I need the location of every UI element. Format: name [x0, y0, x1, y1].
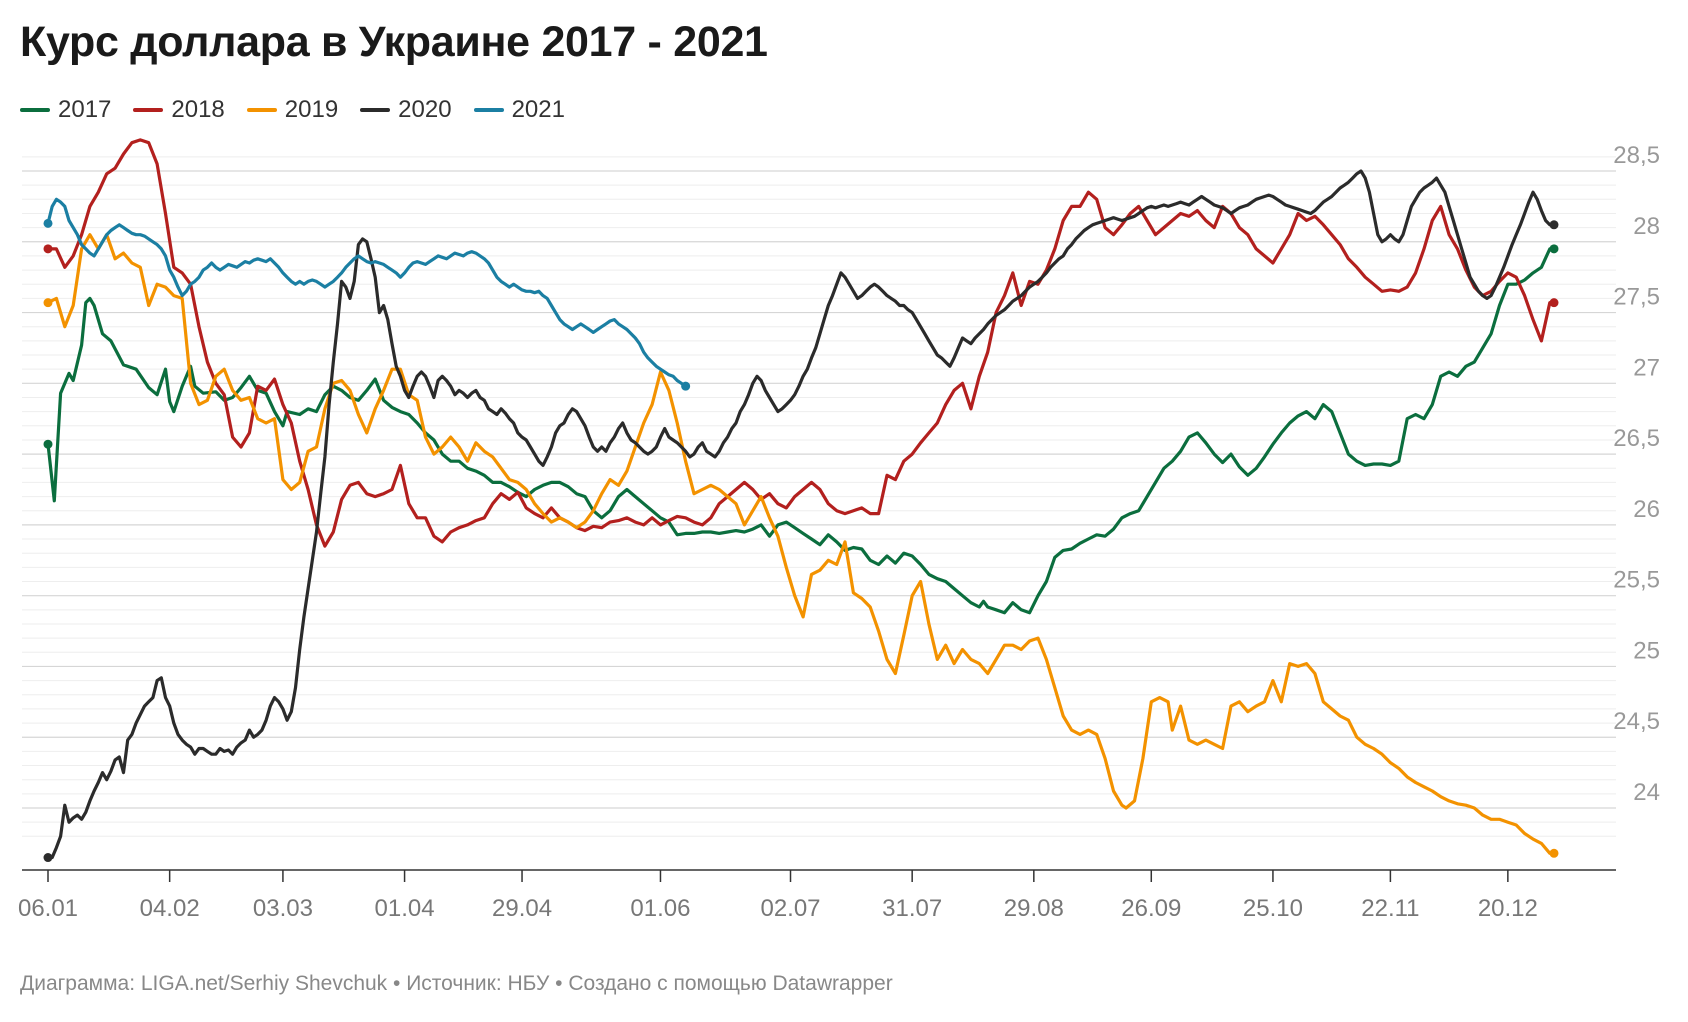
y-axis: 24 24,5 25 25,5 26 26,5 27 27,5 28 28,5	[1613, 142, 1660, 806]
series-line-2020	[46, 169, 1556, 860]
grid	[22, 156, 1616, 837]
series-end-point-2018	[1549, 298, 1559, 308]
series-start-point-2021	[43, 218, 53, 228]
legend-label: 2021	[511, 96, 565, 123]
x-tick-label: 20.12	[1478, 895, 1538, 922]
legend-item-2020: 2020	[360, 96, 452, 124]
y-tick-label: 27	[1633, 354, 1660, 381]
series-end-point-2019	[1549, 848, 1559, 858]
legend-swatch	[473, 108, 504, 112]
series-line-2017	[46, 247, 1556, 615]
x-tick-label: 22.11	[1361, 895, 1419, 922]
series-line-2021	[46, 197, 688, 388]
y-tick-label: 25,5	[1613, 567, 1660, 594]
y-tick-label: 25	[1633, 637, 1660, 664]
legend-item-2018: 2018	[133, 96, 225, 124]
x-tick-label: 29.04	[492, 895, 552, 922]
legend-swatch	[20, 108, 50, 112]
chart-title: Курс доллара в Украине 2017 - 2021	[20, 18, 768, 66]
x-tick-label: 26.09	[1121, 895, 1181, 922]
series-end-point-2017	[1549, 244, 1559, 254]
y-tick-label: 28,5	[1613, 142, 1660, 169]
x-tick-label: 04.02	[140, 895, 200, 922]
x-tick-label: 25.10	[1243, 895, 1303, 922]
series-start-point-2020	[43, 853, 53, 863]
series-line-2019	[46, 233, 1556, 855]
legend-label: 2019	[284, 96, 339, 123]
y-tick-label: 28	[1633, 213, 1660, 240]
legend-item-2021: 2021	[473, 96, 565, 124]
legend-label: 2018	[171, 96, 225, 123]
series-start-point-2017	[43, 439, 53, 449]
x-tick-label: 03.03	[253, 895, 313, 922]
series-start-point-2019	[43, 298, 53, 308]
legend: 2017 2018 2019 2020 2021	[20, 96, 587, 124]
series-line-2018	[46, 138, 1556, 548]
y-tick-label: 24	[1633, 779, 1660, 806]
x-tick-label: 01.06	[630, 895, 690, 922]
legend-swatch	[133, 108, 164, 112]
legend-swatch	[246, 108, 277, 112]
footer-credit: Диаграмма: LIGA.net/Serhiy Shevchuk • Ис…	[20, 972, 893, 995]
y-tick-label: 24,5	[1613, 708, 1660, 735]
legend-label: 2017	[58, 96, 112, 123]
y-tick-label: 26,5	[1613, 425, 1660, 452]
x-tick-label: 31.07	[882, 895, 942, 922]
series-end-point-2021	[681, 381, 691, 391]
x-axis: 06.01 04.02 03.03 01.04 29.04 01.06 02.07 31.07…	[18, 869, 1616, 922]
x-tick-label: 29.08	[1004, 895, 1064, 922]
x-tick-label: 02.07	[760, 895, 820, 922]
legend-label: 2020	[398, 96, 452, 123]
legend-item-2017: 2017	[20, 96, 111, 124]
series-start-point-2018	[43, 244, 53, 254]
line-chart: 24 24,5 25 25,5 26 26,5 27 27,5 28 28,5 06.01 04.0…	[18, 138, 1660, 922]
x-tick-label: 01.04	[375, 895, 435, 922]
y-tick-label: 26	[1633, 496, 1660, 523]
legend-item-2019: 2019	[246, 96, 339, 124]
legend-swatch	[360, 108, 391, 112]
y-tick-label: 27,5	[1613, 284, 1660, 311]
series-end-point-2020	[1549, 220, 1559, 230]
x-tick-label: 06.01	[18, 895, 78, 922]
series-lines	[43, 138, 1559, 863]
